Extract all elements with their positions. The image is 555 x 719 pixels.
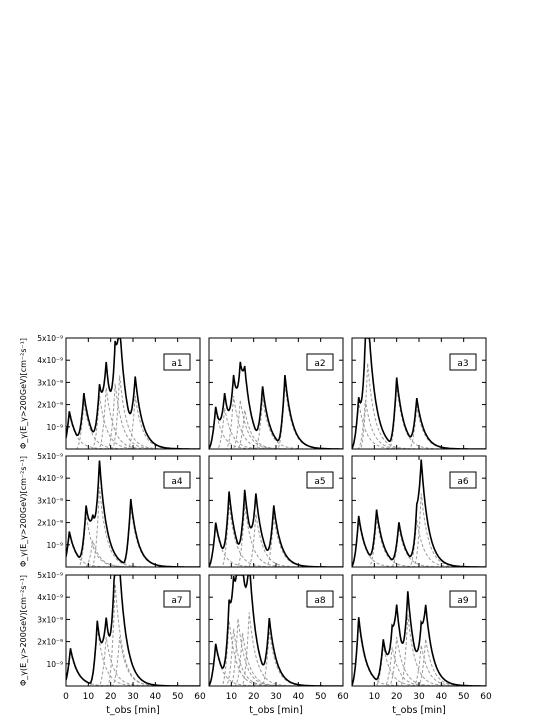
y-tick-label: 2x10⁻⁹ bbox=[37, 519, 63, 528]
panel-label: a9 bbox=[457, 596, 469, 606]
y-tick-label: 5x10⁻⁹ bbox=[37, 452, 63, 461]
panel-a3: a3 bbox=[351, 337, 487, 450]
y-tick-label: 4x10⁻⁹ bbox=[37, 593, 63, 602]
component-curve-1 bbox=[352, 519, 486, 567]
x-tick-label: 10 bbox=[83, 692, 95, 702]
panel-a9: a9 10 20 30 40 50 60 t_obs [min] bbox=[351, 574, 492, 716]
panel-label-box bbox=[306, 590, 334, 608]
panel-label: a6 bbox=[457, 477, 469, 487]
y-tick-label: 10⁻⁹ bbox=[46, 423, 63, 432]
component-curve-7 bbox=[352, 645, 486, 686]
panel-label: a5 bbox=[314, 477, 325, 487]
y-tick-label: 3x10⁻⁹ bbox=[37, 615, 63, 624]
x-tick-label: 40 bbox=[436, 692, 448, 702]
component-curve-2 bbox=[352, 517, 486, 567]
x-tick-label: 60 bbox=[194, 692, 206, 702]
y-tick-label: 10⁻⁹ bbox=[46, 541, 63, 550]
component-curve-3 bbox=[209, 503, 343, 567]
component-curve-2 bbox=[66, 626, 200, 686]
panel-label: a8 bbox=[314, 596, 326, 606]
x-tick-label: 10 bbox=[369, 692, 381, 702]
component-curve-1 bbox=[66, 534, 200, 567]
component-curve-2 bbox=[209, 408, 343, 449]
panel-a1: a1 10⁻⁹ 2x10⁻⁹ 3x10⁻⁹ 4x10⁻⁹ 5x10⁻⁹ Φ_γ(E_γ>20… bbox=[19, 334, 201, 450]
y-tick-label: 3x10⁻⁹ bbox=[37, 378, 63, 387]
component-curve-7 bbox=[66, 375, 200, 449]
component-curve-1 bbox=[352, 622, 486, 686]
x-tick-label: 40 bbox=[293, 692, 305, 702]
y-tick-label: 5x10⁻⁹ bbox=[37, 334, 63, 343]
x-tick-label: 60 bbox=[480, 692, 492, 702]
total-curve bbox=[209, 361, 343, 449]
panel-a4: a4 10⁻⁹ 2x10⁻⁹ 3x10⁻⁹ 4x10⁻⁹ 5x10⁻⁹ Φ_γ(E_γ>20… bbox=[19, 452, 201, 568]
panel-a6: a6 bbox=[351, 455, 487, 568]
panel-label: a7 bbox=[171, 596, 182, 606]
y-tick-label: 4x10⁻⁹ bbox=[37, 474, 63, 483]
component-curve-5 bbox=[66, 636, 200, 686]
x-tick-label: 50 bbox=[458, 692, 470, 702]
x-axis-label: t_obs [min] bbox=[249, 705, 303, 716]
x-axis-label: t_obs [min] bbox=[392, 705, 446, 716]
x-tick-label: 20 bbox=[248, 692, 260, 702]
panel-label: a3 bbox=[457, 359, 468, 369]
panel-label-box bbox=[163, 590, 191, 608]
component-curve-3 bbox=[66, 487, 200, 567]
component-curve-1 bbox=[209, 647, 343, 686]
panel-a7: a7 10⁻⁹ 2x10⁻⁹ 3x10⁻⁹ 4x10⁻⁹ 5x10⁻⁹ Φ_γ(E_γ>20… bbox=[19, 571, 206, 716]
component-curve-1 bbox=[209, 526, 343, 567]
component-curve-1 bbox=[352, 401, 486, 449]
panel-label-box bbox=[163, 471, 191, 489]
panel-a5: a5 bbox=[208, 455, 344, 568]
panel-label-box bbox=[449, 471, 477, 489]
x-tick-label: 30 bbox=[270, 692, 282, 702]
x-tick-label: 50 bbox=[315, 692, 327, 702]
panel-label-box bbox=[306, 353, 334, 371]
component-curve-3 bbox=[209, 395, 343, 449]
panel-label-box bbox=[163, 353, 191, 371]
x-tick-label: 0 bbox=[63, 692, 69, 702]
x-tick-label: 20 bbox=[391, 692, 403, 702]
x-axis-label: t_obs [min] bbox=[106, 705, 160, 716]
panel-label-box bbox=[306, 471, 334, 489]
component-curve-4 bbox=[352, 614, 486, 686]
x-tick-label: 30 bbox=[127, 692, 139, 702]
x-tick-label: 20 bbox=[105, 692, 117, 702]
component-curve-4 bbox=[66, 383, 200, 449]
x-tick-label: 10 bbox=[226, 692, 238, 702]
component-curve-5 bbox=[352, 399, 486, 449]
x-tick-label: 50 bbox=[172, 692, 184, 702]
y-axis-label: Φ_γ(E_γ>200GeV)[cm⁻²s⁻¹] bbox=[19, 338, 28, 449]
panel-label: a4 bbox=[171, 477, 183, 487]
y-tick-label: 3x10⁻⁹ bbox=[37, 496, 63, 505]
x-tick-label: 30 bbox=[413, 692, 425, 702]
panel-label: a1 bbox=[171, 359, 182, 369]
component-curve-2 bbox=[352, 645, 486, 686]
y-tick-label: 2x10⁻⁹ bbox=[37, 638, 63, 647]
x-tick-label: 60 bbox=[337, 692, 349, 702]
component-curve-2 bbox=[66, 513, 200, 567]
component-curve-2 bbox=[209, 503, 343, 567]
y-tick-label: 4x10⁻⁹ bbox=[37, 356, 63, 365]
x-tick-label: 40 bbox=[150, 692, 162, 702]
y-tick-label: 2x10⁻⁹ bbox=[37, 401, 63, 410]
y-tick-label: 10⁻⁹ bbox=[46, 660, 63, 669]
component-curve-1 bbox=[209, 410, 343, 449]
y-axis-label: Φ_γ(E_γ>200GeV)[cm⁻²s⁻¹] bbox=[19, 575, 28, 686]
panel-label: a2 bbox=[314, 359, 325, 369]
panel-label-box bbox=[449, 353, 477, 371]
y-tick-label: 5x10⁻⁹ bbox=[37, 571, 63, 580]
y-axis-label: Φ_γ(E_γ>200GeV)[cm⁻²s⁻¹] bbox=[19, 456, 28, 567]
panel-a2: a2 bbox=[208, 337, 344, 450]
panel-a8: a8 10 20 30 40 50 60 t_obs [min] bbox=[208, 574, 349, 716]
component-curve-2 bbox=[66, 401, 200, 449]
panel-label-box bbox=[449, 590, 477, 608]
